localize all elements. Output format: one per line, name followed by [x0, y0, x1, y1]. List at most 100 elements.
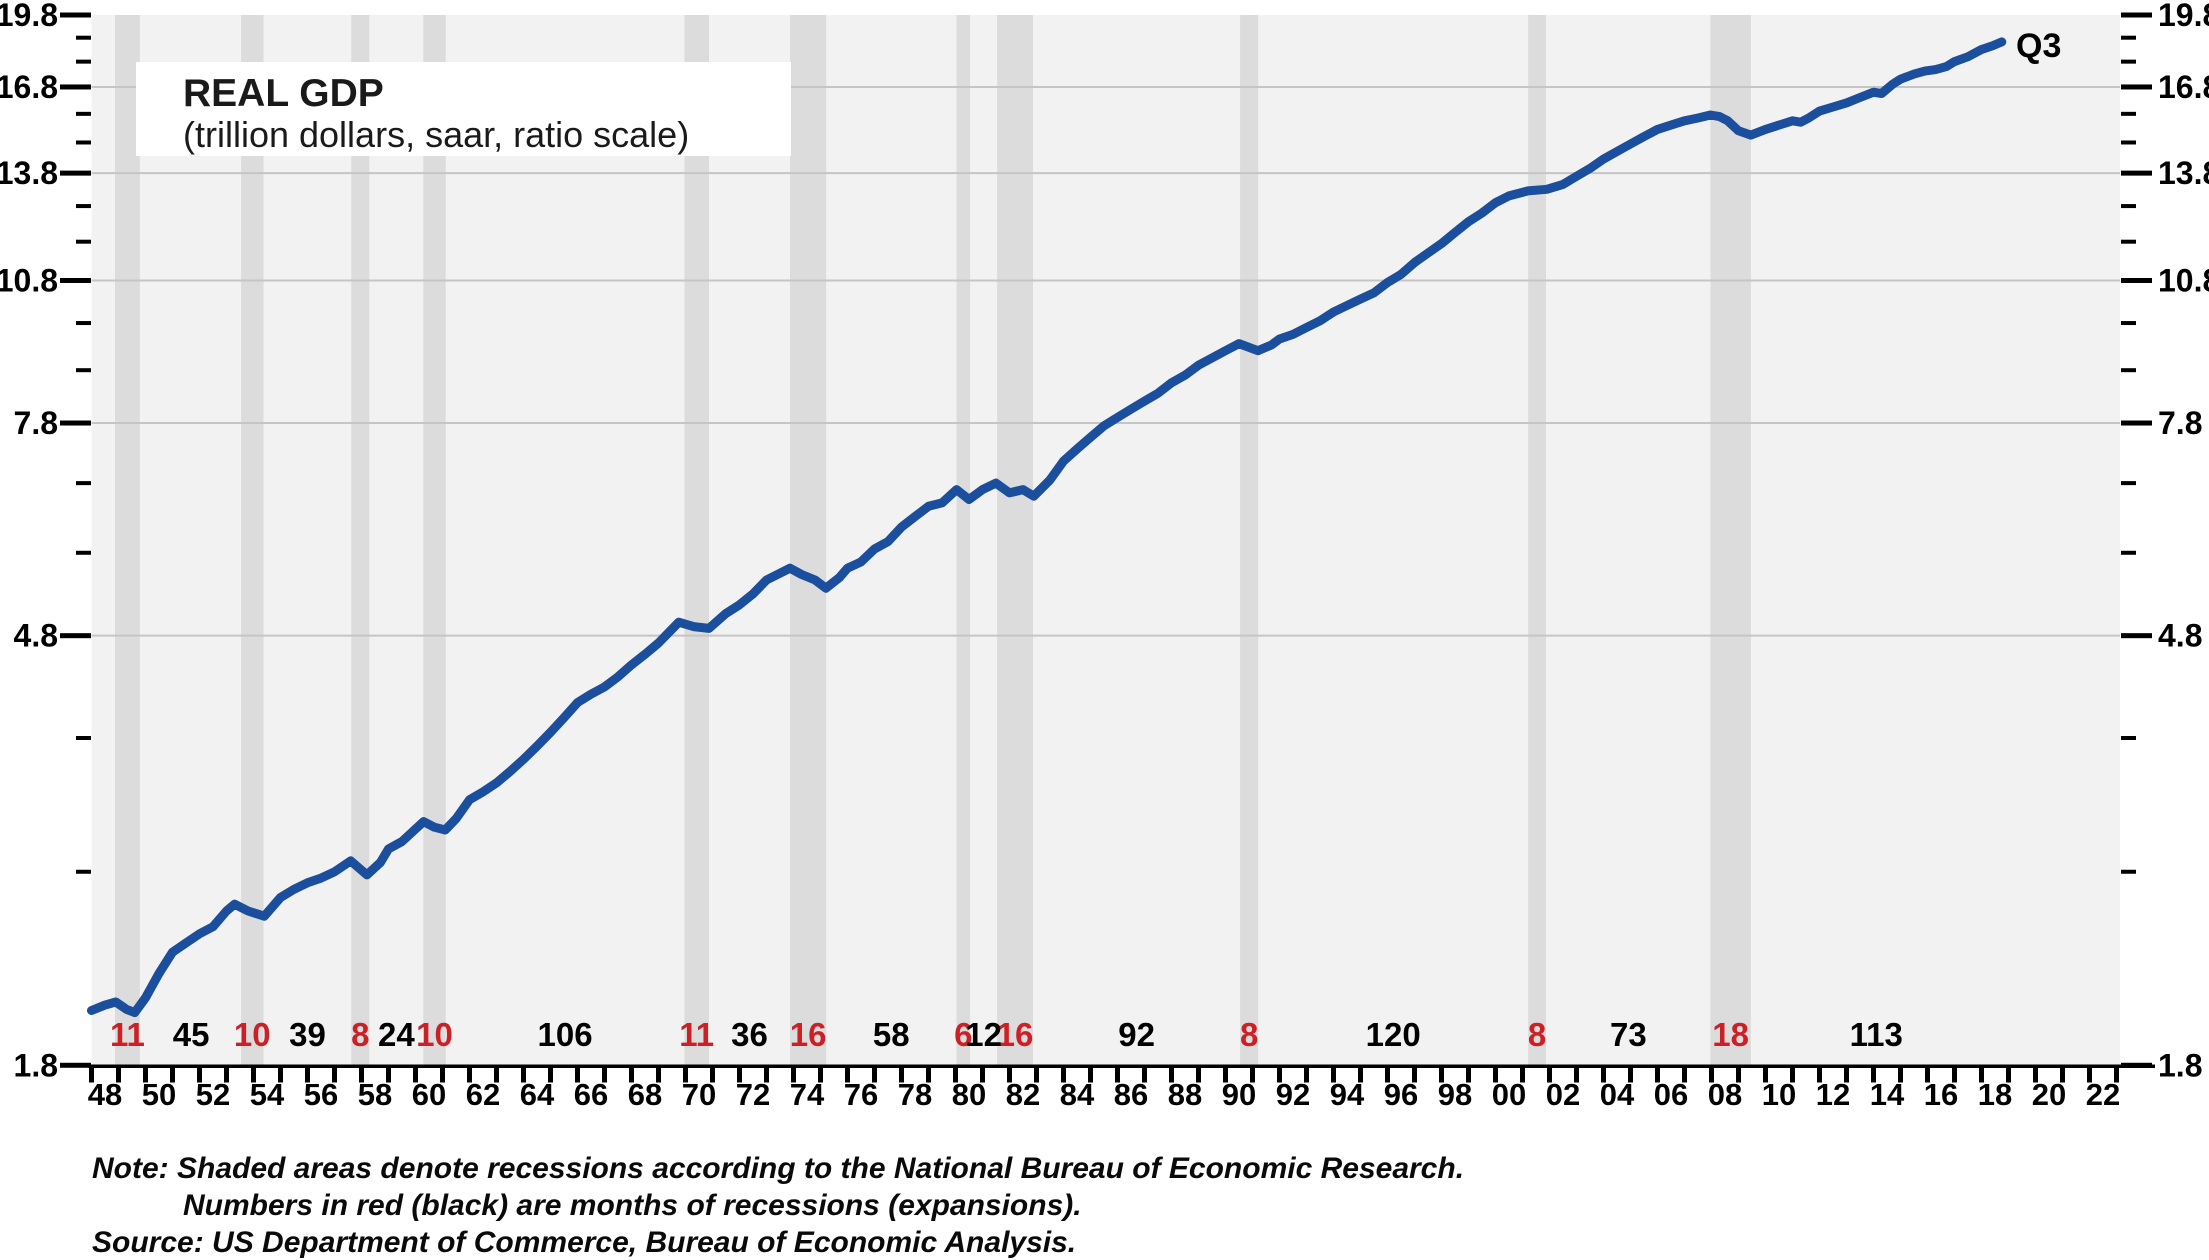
x-year-tick [1007, 1066, 1012, 1083]
x-axis-label: 14 [1870, 1077, 1905, 1112]
x-year-tick [1682, 1066, 1687, 1083]
x-year-tick [1088, 1066, 1093, 1083]
y-minor-tick-right [2121, 321, 2136, 326]
x-axis-label: 08 [1708, 1077, 1742, 1112]
x-year-tick [737, 1066, 742, 1083]
x-year-tick [602, 1066, 607, 1083]
x-year-tick [1844, 1066, 1849, 1083]
y-major-tick-left [60, 277, 91, 283]
recession-months-label: 6 [954, 1016, 972, 1053]
expansion-months-label: 12 [965, 1016, 1002, 1053]
recession-band [1528, 15, 1546, 1066]
recession-months-label: 8 [1240, 1016, 1258, 1053]
expansion-months-label: 113 [1850, 1016, 1903, 1053]
y-minor-tick-right [2121, 204, 2136, 209]
y-axis-label-right: 4.8 [2158, 618, 2202, 654]
expansion-months-label: 73 [1610, 1016, 1647, 1053]
expansion-months-label: 58 [873, 1016, 910, 1053]
x-year-tick [2087, 1066, 2092, 1083]
x-year-tick [386, 1066, 391, 1083]
x-axis-line [88, 1064, 2155, 1068]
y-major-tick-left [60, 633, 91, 639]
x-year-tick [1520, 1066, 1525, 1083]
y-axis-label-left: 16.8 [0, 69, 58, 105]
y-minor-tick-right [2121, 368, 2136, 373]
x-axis-label: 76 [844, 1077, 878, 1112]
x-year-tick [1925, 1066, 1930, 1083]
x-year-tick [791, 1066, 796, 1083]
x-axis-label: 04 [1600, 1077, 1635, 1112]
expansion-months-label: 24 [378, 1016, 415, 1053]
x-year-tick [1196, 1066, 1201, 1083]
x-year-tick [872, 1066, 877, 1083]
x-year-tick [2006, 1066, 2011, 1083]
x-year-tick [1655, 1066, 1660, 1083]
y-axis-label-left: 1.8 [14, 1047, 58, 1083]
y-axis-label-right: 16.8 [2158, 69, 2209, 105]
note-line-1: Note: Shaded areas denote recessions acc… [92, 1152, 1464, 1185]
x-axis-label: 74 [790, 1077, 825, 1112]
x-year-tick [1331, 1066, 1336, 1083]
x-year-tick [1790, 1066, 1795, 1083]
y-axis-label-right: 7.8 [2158, 405, 2202, 441]
y-minor-tick-left [76, 35, 91, 40]
x-year-tick [467, 1066, 472, 1083]
recession-months-label: 8 [1528, 1016, 1546, 1053]
recession-band [1240, 15, 1259, 1066]
y-major-tick-right [2121, 12, 2152, 18]
title-box [136, 62, 791, 156]
x-axis-label: 60 [412, 1077, 446, 1112]
x-year-tick [683, 1066, 688, 1083]
x-axis-label: 06 [1654, 1077, 1688, 1112]
y-minor-tick-left [76, 550, 91, 555]
x-year-tick [1223, 1066, 1228, 1083]
y-axis-label-left: 19.8 [0, 0, 58, 33]
x-year-tick [224, 1066, 229, 1083]
x-axis-label: 90 [1222, 1077, 1256, 1112]
recession-months-label: 10 [234, 1016, 271, 1053]
x-axis-label: 56 [304, 1077, 338, 1112]
recession-band [423, 15, 446, 1066]
y-major-tick-left [60, 12, 91, 18]
x-year-tick [1493, 1066, 1498, 1083]
x-axis-label: 80 [952, 1077, 986, 1112]
x-year-tick [2114, 1066, 2119, 1083]
y-axis-label-right: 1.8 [2158, 1047, 2202, 1083]
y-minor-tick-left [76, 204, 91, 209]
x-axis-label: 68 [628, 1077, 662, 1112]
x-year-tick [1358, 1066, 1363, 1083]
x-axis-label: 50 [142, 1077, 176, 1112]
plot-area: 19.8 19.8 16.8 16.8 13.8 13.8 10.8 10.8 7.8 7.8 4.… [0, 0, 2209, 1112]
y-minor-tick-right [2121, 111, 2136, 116]
x-axis-label: 84 [1060, 1077, 1095, 1112]
x-axis-label: 22 [2086, 1077, 2120, 1112]
x-axis-label: 58 [358, 1077, 392, 1112]
x-year-tick [2033, 1066, 2038, 1083]
recession-band [956, 15, 971, 1066]
y-minor-tick-right [2121, 35, 2136, 40]
y-minor-tick-right [2121, 481, 2136, 486]
x-year-tick [1142, 1066, 1147, 1083]
y-axis-label-right: 13.8 [2158, 155, 2209, 191]
x-axis-label: 16 [1924, 1077, 1958, 1112]
x-year-tick [494, 1066, 499, 1083]
x-year-tick [1979, 1066, 1984, 1083]
x-year-tick [1304, 1066, 1309, 1083]
x-axis-label: 88 [1168, 1077, 1202, 1112]
y-major-tick-right [2121, 84, 2152, 90]
y-minor-tick-right [2121, 735, 2136, 740]
recession-months-label: 10 [416, 1016, 453, 1053]
x-axis-label: 02 [1546, 1077, 1580, 1112]
recession-months-label: 18 [1712, 1016, 1749, 1053]
chart-title: REAL GDP [183, 72, 384, 115]
recession-months-label: 16 [790, 1016, 827, 1053]
expansion-months-label: 36 [731, 1016, 768, 1053]
y-major-tick-right [2121, 170, 2152, 176]
x-year-tick [548, 1066, 553, 1083]
x-year-tick [1439, 1066, 1444, 1083]
x-year-tick [89, 1066, 94, 1083]
y-minor-tick-left [76, 368, 91, 373]
x-axis-label: 20 [2032, 1077, 2066, 1112]
y-minor-tick-right [2121, 239, 2136, 244]
